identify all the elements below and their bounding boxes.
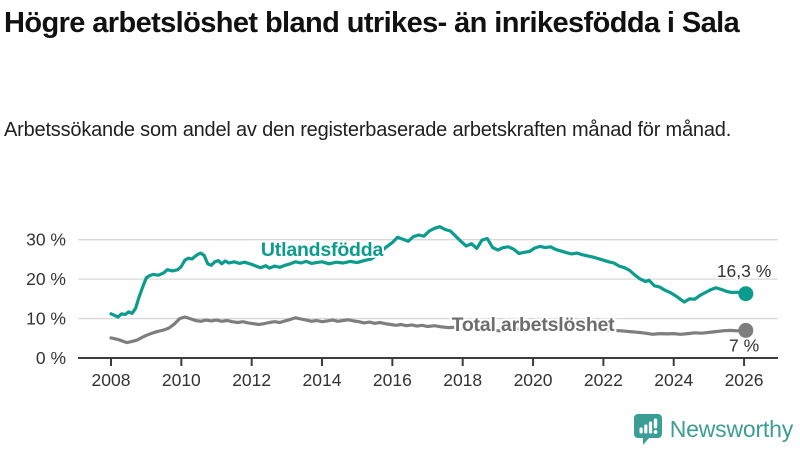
series-end-dot <box>738 286 754 302</box>
y-tick-label: 20 % <box>26 269 66 289</box>
x-tick-label: 2014 <box>303 370 342 390</box>
series-label: Total arbetslöshet <box>452 314 616 336</box>
newsworthy-logo-text: Newsworthy <box>669 415 793 442</box>
series-label: Utlandsfödda <box>261 239 384 261</box>
x-tick-label: 2012 <box>232 370 271 390</box>
y-tick-label: 30 % <box>26 230 66 250</box>
newsworthy-logo[interactable]: Newsworthy <box>633 412 793 446</box>
x-tick-label: 2018 <box>443 370 482 390</box>
series-end-dot <box>738 322 754 338</box>
x-tick-label: 2020 <box>514 370 553 390</box>
x-tick-label: 2026 <box>725 370 764 390</box>
newsworthy-icon <box>633 414 662 445</box>
chart-subtitle: Arbetssökande som andel av den registerb… <box>4 119 732 141</box>
series-end-value: 7 % <box>729 336 759 356</box>
y-tick-label: 0 % <box>36 348 66 368</box>
x-tick-label: 2024 <box>654 370 693 390</box>
y-tick-label: 10 % <box>26 309 66 329</box>
x-tick-label: 2016 <box>373 370 412 390</box>
x-tick-label: 2008 <box>92 370 131 390</box>
series-line-total-arbetsl-shet <box>109 315 748 345</box>
series-line-utlandsf-dda <box>109 225 748 319</box>
page-title: Högre arbetslöshet bland utrikes- än inr… <box>4 7 740 39</box>
x-tick-label: 2022 <box>584 370 623 390</box>
series-end-value: 16,3 % <box>717 261 771 281</box>
x-tick-label: 2010 <box>162 370 201 390</box>
